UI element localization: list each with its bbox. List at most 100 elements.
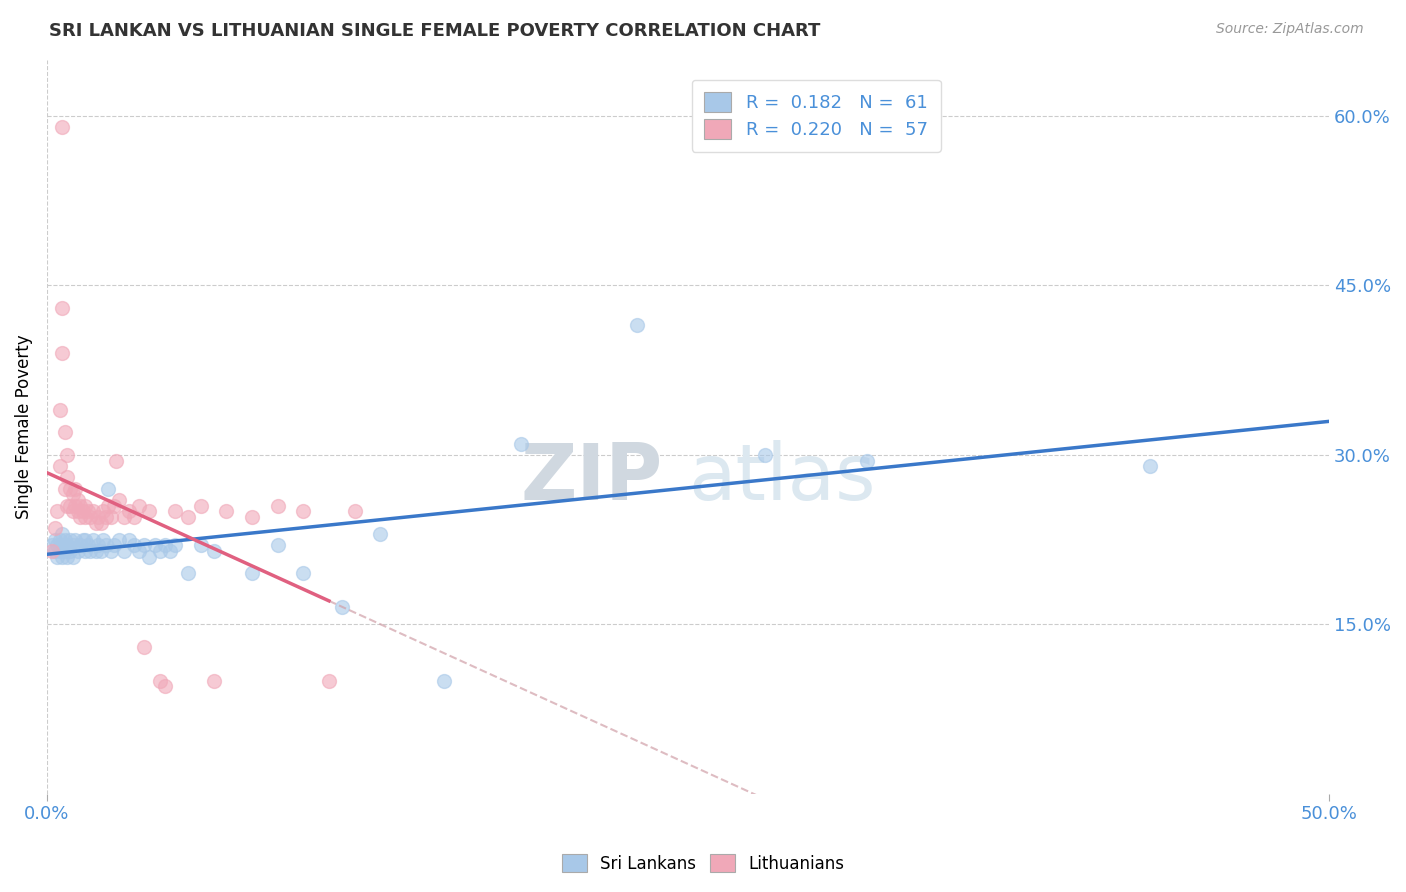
Point xyxy=(59,482,82,496)
Point xyxy=(215,504,238,518)
Point xyxy=(143,538,166,552)
Point xyxy=(62,549,84,564)
Point xyxy=(266,538,288,552)
Point xyxy=(63,499,86,513)
Point xyxy=(51,527,73,541)
Point xyxy=(626,318,648,332)
Point xyxy=(51,346,73,360)
Point xyxy=(202,544,225,558)
Point xyxy=(128,544,150,558)
Point xyxy=(134,640,156,654)
Point xyxy=(510,436,533,450)
Point xyxy=(190,538,212,552)
Point xyxy=(56,499,79,513)
Point xyxy=(100,544,122,558)
Point xyxy=(97,499,120,513)
Point xyxy=(122,538,145,552)
Y-axis label: Single Female Poverty: Single Female Poverty xyxy=(15,334,32,519)
Point xyxy=(82,504,104,518)
Point xyxy=(292,566,315,581)
Point xyxy=(112,544,135,558)
Point xyxy=(343,504,366,518)
Text: SRI LANKAN VS LITHUANIAN SINGLE FEMALE POVERTY CORRELATION CHART: SRI LANKAN VS LITHUANIAN SINGLE FEMALE P… xyxy=(49,22,821,40)
Text: Source: ZipAtlas.com: Source: ZipAtlas.com xyxy=(1216,22,1364,37)
Point xyxy=(240,566,263,581)
Point xyxy=(122,510,145,524)
Point xyxy=(84,516,107,530)
Point xyxy=(53,425,76,440)
Point xyxy=(48,459,70,474)
Point xyxy=(138,549,160,564)
Point xyxy=(41,544,63,558)
Point xyxy=(149,544,172,558)
Point xyxy=(177,510,200,524)
Point xyxy=(368,527,391,541)
Point xyxy=(66,544,89,558)
Point xyxy=(202,673,225,688)
Point xyxy=(90,544,112,558)
Point xyxy=(72,504,94,518)
Point xyxy=(153,538,176,552)
Point xyxy=(77,538,100,552)
Point xyxy=(97,482,120,496)
Point xyxy=(56,470,79,484)
Point xyxy=(433,673,456,688)
Point xyxy=(72,533,94,547)
Point xyxy=(46,549,69,564)
Point xyxy=(59,544,82,558)
Point xyxy=(75,510,97,524)
Point xyxy=(75,544,97,558)
Point xyxy=(165,504,187,518)
Point xyxy=(59,533,82,547)
Text: ZIP: ZIP xyxy=(520,440,662,516)
Point xyxy=(48,544,70,558)
Point xyxy=(66,493,89,508)
Point xyxy=(53,544,76,558)
Point xyxy=(100,510,122,524)
Point xyxy=(46,538,69,552)
Point xyxy=(44,521,66,535)
Point xyxy=(48,533,70,547)
Point xyxy=(44,544,66,558)
Point xyxy=(165,538,187,552)
Point xyxy=(41,538,63,552)
Point xyxy=(159,544,181,558)
Point xyxy=(87,510,110,524)
Point xyxy=(138,504,160,518)
Point xyxy=(51,301,73,315)
Point xyxy=(118,504,141,518)
Point xyxy=(79,510,101,524)
Point xyxy=(112,510,135,524)
Legend: Sri Lankans, Lithuanians: Sri Lankans, Lithuanians xyxy=(555,847,851,880)
Point xyxy=(107,493,129,508)
Point xyxy=(103,538,125,552)
Point xyxy=(153,679,176,693)
Point xyxy=(79,544,101,558)
Point xyxy=(87,538,110,552)
Point xyxy=(62,487,84,501)
Point xyxy=(56,549,79,564)
Point xyxy=(84,544,107,558)
Point xyxy=(46,504,69,518)
Point xyxy=(77,504,100,518)
Point xyxy=(51,538,73,552)
Point xyxy=(69,538,91,552)
Point xyxy=(177,566,200,581)
Point xyxy=(318,673,340,688)
Point xyxy=(1139,459,1161,474)
Point xyxy=(134,538,156,552)
Point xyxy=(62,538,84,552)
Point xyxy=(63,533,86,547)
Point xyxy=(66,504,89,518)
Point xyxy=(69,499,91,513)
Point xyxy=(94,538,117,552)
Point xyxy=(128,499,150,513)
Point xyxy=(48,402,70,417)
Point xyxy=(149,673,172,688)
Point xyxy=(62,504,84,518)
Point xyxy=(59,499,82,513)
Point xyxy=(69,510,91,524)
Point xyxy=(53,533,76,547)
Point xyxy=(75,533,97,547)
Point xyxy=(53,482,76,496)
